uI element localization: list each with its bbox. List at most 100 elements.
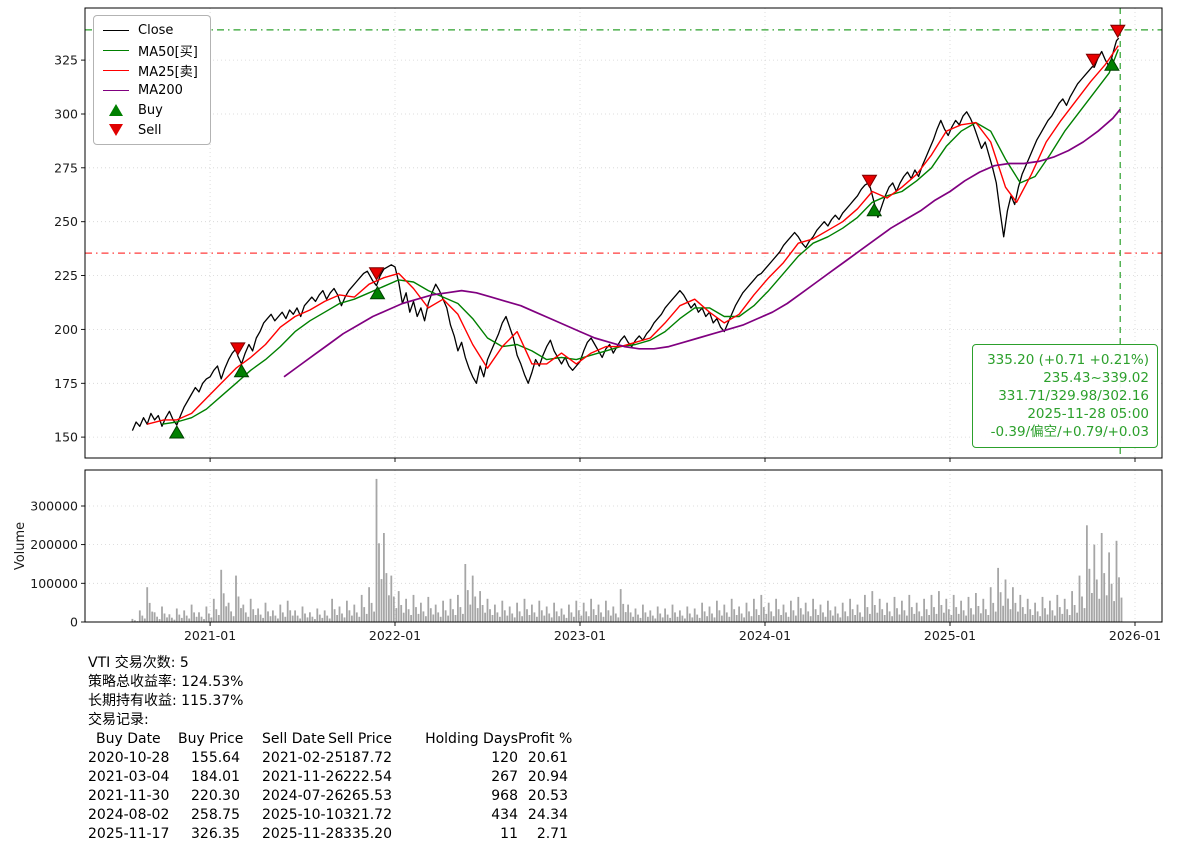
volume-bar <box>1054 615 1056 622</box>
price-annotation-box: 335.20 (+0.71 +0.21%) 235.43~339.02 331.71… <box>972 344 1158 448</box>
volume-bar <box>965 615 967 622</box>
volume-bar <box>489 609 491 622</box>
volume-bar <box>814 609 817 622</box>
x-tick-label: 2026-01 <box>1109 628 1161 643</box>
volume-bar <box>573 616 575 622</box>
table-cell: 267 <box>491 769 518 785</box>
volume-bar <box>753 598 755 622</box>
volume-bar <box>760 594 763 622</box>
volume-bar <box>1113 601 1115 622</box>
volume-bar <box>701 602 703 622</box>
table-header-cell: Holding Days <box>425 731 518 747</box>
table-row: 2021-03-04 184.01 2021-11-26 222.54 267 20.94 <box>88 768 568 787</box>
table-cell: 2025-11-28 <box>262 826 344 842</box>
table-cell: 2021-11-26 <box>262 769 344 785</box>
volume-bar <box>188 618 191 622</box>
volume-bar <box>175 608 178 622</box>
volume-bar <box>390 575 393 622</box>
volume-bar <box>661 617 664 622</box>
volume-bar <box>910 607 913 622</box>
volume-bar <box>876 612 879 622</box>
volume-bar <box>378 543 380 622</box>
x-tick-label: 2022-01 <box>369 628 421 643</box>
volume-bar <box>1019 594 1022 622</box>
y-tick-label: 150 <box>54 430 78 445</box>
volume-bar <box>1076 612 1078 622</box>
volume-bar <box>605 600 607 622</box>
volume-bar <box>272 610 274 622</box>
volume-bar <box>846 616 849 622</box>
volume-bar <box>878 598 881 622</box>
volume-bar <box>792 610 795 622</box>
volume-bar <box>952 594 955 622</box>
volume-bar <box>629 612 632 622</box>
volume-bar <box>738 606 740 622</box>
volume-bar <box>262 617 264 622</box>
volume-bar <box>225 606 228 622</box>
volume-bar <box>351 615 353 622</box>
volume-bar <box>992 602 995 622</box>
volume-bar <box>269 616 272 622</box>
volume-bar <box>550 617 553 622</box>
volume-bar <box>795 615 797 622</box>
summary-trade-count: VTI 交易次数: 5 <box>88 655 189 671</box>
line-swatch <box>103 89 129 91</box>
volume-bar <box>933 607 935 622</box>
volume-bar <box>395 608 398 622</box>
volume-bar <box>590 598 592 622</box>
volume-bar <box>839 617 842 622</box>
volume-bar <box>943 612 945 622</box>
volume-bar <box>893 596 896 622</box>
annotation-line: 235.43~339.02 <box>1043 370 1149 386</box>
volume-bar <box>161 606 163 622</box>
volume-bar <box>491 615 494 622</box>
table-header-cell: Profit % <box>518 731 573 747</box>
volume-bar <box>920 616 923 622</box>
volume-bar <box>383 533 385 622</box>
volume-bar <box>1031 615 1034 622</box>
volume-bar <box>928 615 930 622</box>
volume-bar <box>429 608 432 622</box>
volume-bar <box>521 616 523 622</box>
volume-bar <box>358 616 361 622</box>
volume-bar <box>166 617 168 622</box>
volume-bar <box>688 613 691 622</box>
volume-bar <box>560 608 563 622</box>
volume-bar <box>462 613 464 622</box>
volume-bar <box>883 615 886 622</box>
buy-marker <box>866 202 883 217</box>
volume-bar <box>856 604 859 622</box>
volume-bar <box>323 610 326 622</box>
volume-bar <box>1083 608 1086 622</box>
volume-bar <box>891 616 893 622</box>
volume-bar <box>809 616 812 622</box>
volume-bar <box>299 618 301 622</box>
volume-bar <box>923 598 925 622</box>
volume-bar <box>908 594 911 622</box>
volume-bar <box>545 606 548 622</box>
volume-bar <box>392 596 395 622</box>
volume-bar <box>506 615 509 622</box>
volume-bar <box>415 607 417 622</box>
volume-bar <box>947 609 950 622</box>
volume-bar <box>962 610 965 622</box>
legend-item: Buy <box>103 103 198 118</box>
volume-bar <box>289 610 292 622</box>
volume-bar <box>249 598 252 622</box>
legend-marker-sample <box>103 124 129 136</box>
volume-bar <box>425 616 427 622</box>
volume-bar <box>1051 610 1054 622</box>
annotation-line: 2025-11-28 05:00 <box>1027 406 1149 422</box>
series-close <box>131 37 1120 431</box>
volume-bar <box>146 587 149 622</box>
volume-bar <box>918 611 921 622</box>
buy-marker <box>168 425 185 439</box>
trades-table-header: Buy Date Buy Price Sell Date Sell Price Hold… <box>88 730 573 749</box>
table-cell: 2025-10-10 <box>262 807 344 823</box>
annotation-line: 335.20 (+0.71 +0.21%) <box>987 352 1149 368</box>
legend: Close MA50[买] MA25[卖] MA200 Buy Sell <box>93 15 211 145</box>
legend-label: Close <box>138 22 174 38</box>
volume-bar <box>341 613 343 622</box>
volume-bar <box>306 617 309 622</box>
volume-bar <box>745 602 748 622</box>
